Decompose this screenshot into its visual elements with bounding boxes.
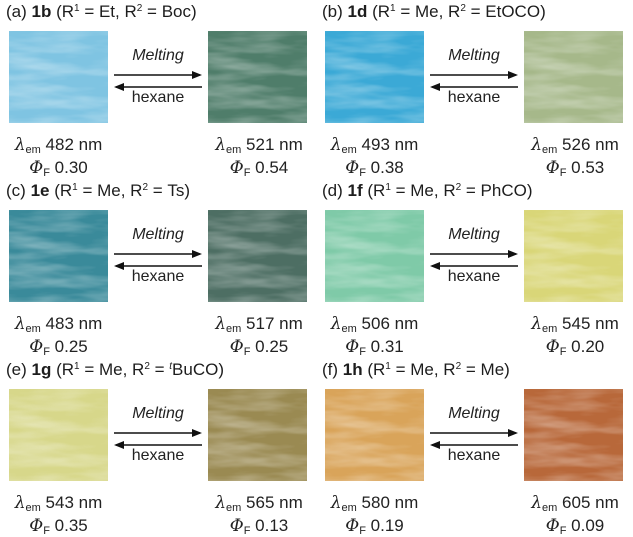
emission-wavelength-before: λem 543 nm (14, 493, 103, 514)
hexane-label: hexane (131, 268, 185, 285)
quantum-yield-after: ΦF 0.20 (545, 337, 605, 358)
panel-a: (a) 1b (R1 = Et, R2 = Boc) Melting hexan… (0, 0, 316, 179)
quantum-yield-after: ΦF 0.13 (229, 516, 289, 537)
transition-arrows: Melting hexane (424, 389, 524, 481)
hexane-label: hexane (131, 89, 185, 106)
melting-label: Melting (448, 226, 500, 243)
panel-title: (d) 1f (R1 = Me, R2 = PhCO) (322, 181, 533, 200)
transition-arrows: Melting hexane (424, 210, 524, 302)
hexane-label: hexane (131, 447, 185, 464)
crystal-image-before (9, 210, 108, 302)
panel-b: (b) 1d (R1 = Me, R2 = EtOCO) Melting hex… (316, 0, 632, 179)
hexane-label: hexane (447, 268, 501, 285)
crystal-image-before (9, 389, 108, 481)
crystal-image-before (9, 31, 108, 123)
emission-wavelength-before: λem 483 nm (14, 314, 103, 335)
quantum-yield-after: ΦF 0.09 (545, 516, 605, 537)
hexane-label: hexane (447, 89, 501, 106)
transition-arrows: Melting hexane (108, 210, 208, 302)
panel-d: (d) 1f (R1 = Me, R2 = PhCO) Melting hexa… (316, 179, 632, 358)
quantum-yield-before: ΦF 0.38 (345, 158, 404, 179)
emission-wavelength-after: λem 521 nm (215, 135, 303, 156)
transition-arrows: Melting hexane (108, 389, 208, 481)
crystal-image-after (208, 389, 307, 481)
emission-wavelength-before: λem 580 nm (330, 493, 419, 514)
quantum-yield-before: ΦF 0.30 (29, 158, 88, 179)
transition-arrows: Melting hexane (108, 31, 208, 123)
panel-title: (e) 1g (R1 = Me, R2 = tBuCO) (6, 360, 225, 379)
emission-wavelength-before: λem 493 nm (330, 135, 419, 156)
emission-wavelength-after: λem 605 nm (531, 493, 619, 514)
crystal-image-after (208, 210, 307, 302)
quantum-yield-before: ΦF 0.25 (29, 337, 88, 358)
emission-wavelength-after: λem 545 nm (531, 314, 619, 335)
crystal-image-after (208, 31, 307, 123)
panel-title: (b) 1d (R1 = Me, R2 = EtOCO) (322, 2, 546, 21)
crystal-image-before (325, 210, 424, 302)
emission-wavelength-before: λem 506 nm (330, 314, 419, 335)
quantum-yield-before: ΦF 0.31 (345, 337, 404, 358)
hexane-label: hexane (447, 447, 501, 464)
melting-label: Melting (448, 405, 500, 422)
crystal-image-after (524, 389, 623, 481)
emission-wavelength-before: λem 482 nm (14, 135, 103, 156)
quantum-yield-after: ΦF 0.53 (545, 158, 605, 179)
transition-arrows: Melting hexane (424, 31, 524, 123)
melting-label: Melting (132, 405, 184, 422)
melting-label: Melting (448, 47, 500, 64)
panel-e: (e) 1g (R1 = Me, R2 = tBuCO) Melting hex… (0, 358, 316, 537)
quantum-yield-before: ΦF 0.35 (29, 516, 88, 537)
panel-title: (c) 1e (R1 = Me, R2 = Ts) (6, 181, 191, 200)
panel-title: (f) 1h (R1 = Me, R2 = Me) (322, 360, 510, 379)
crystal-image-before (325, 31, 424, 123)
emission-wavelength-after: λem 565 nm (215, 493, 303, 514)
melting-label: Melting (132, 47, 184, 64)
panel-f: (f) 1h (R1 = Me, R2 = Me) Melting hexane (316, 358, 632, 537)
panel-title: (a) 1b (R1 = Et, R2 = Boc) (6, 2, 197, 21)
panel-c: (c) 1e (R1 = Me, R2 = Ts) Melting hexane (0, 179, 316, 358)
quantum-yield-before: ΦF 0.19 (345, 516, 404, 537)
quantum-yield-after: ΦF 0.25 (229, 337, 289, 358)
crystal-image-after (524, 31, 623, 123)
emission-wavelength-after: λem 517 nm (215, 314, 303, 335)
crystal-image-after (524, 210, 623, 302)
melting-label: Melting (132, 226, 184, 243)
crystal-image-before (325, 389, 424, 481)
emission-wavelength-after: λem 526 nm (531, 135, 619, 156)
quantum-yield-after: ΦF 0.54 (229, 158, 289, 179)
